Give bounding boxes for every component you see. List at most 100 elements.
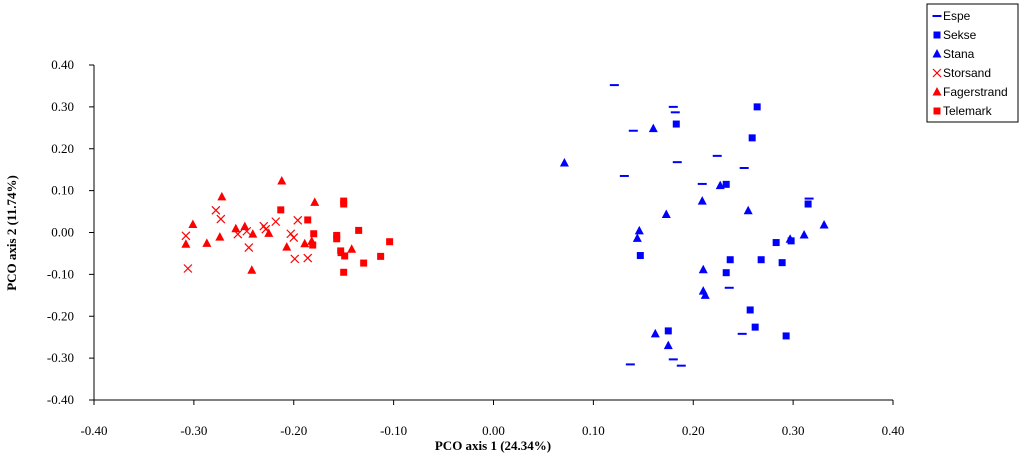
data-point-stana	[661, 209, 671, 218]
data-point-sekse	[722, 180, 730, 188]
x-tick-label: -0.20	[280, 423, 307, 438]
data-point-sekse	[751, 323, 759, 331]
legend-box	[926, 3, 1019, 123]
data-point-sekse	[722, 269, 730, 277]
x-tick-label: 0.10	[582, 423, 605, 438]
data-point-fagerstrand	[300, 238, 310, 248]
data-point-sekse	[772, 239, 780, 247]
data-point-storsand	[289, 233, 299, 242]
data-point-stana	[648, 123, 658, 133]
data-point-storsand	[293, 215, 303, 225]
data-point-fagerstrand	[202, 238, 212, 247]
legend: Espe Sekse Stana Storsand Fagerstrand Telemar…	[926, 3, 1019, 123]
data-point-stana	[700, 290, 710, 299]
data-point-storsand	[244, 243, 254, 252]
data-point-stana	[559, 157, 569, 167]
data-point-telemark	[341, 252, 349, 260]
data-point-fagerstrand	[310, 197, 320, 206]
legend-label-storsand: Storsand	[943, 66, 991, 80]
data-point-fagerstrand	[181, 239, 191, 248]
legend-marker-fagerstrand	[932, 87, 942, 96]
data-points	[181, 84, 829, 367]
data-point-stana	[697, 196, 707, 205]
data-point-sekse	[782, 332, 790, 340]
data-point-storsand	[216, 214, 226, 224]
data-point-stana	[632, 233, 642, 242]
series-fagerstrand	[181, 175, 357, 274]
y-tick-label: 0.10	[51, 183, 74, 198]
data-point-fagerstrand	[240, 221, 250, 231]
data-point-stana	[819, 219, 829, 229]
x-tick-label: 0.30	[782, 423, 805, 438]
x-tick-label: 0.20	[682, 423, 705, 438]
x-tick-label: -0.40	[80, 423, 107, 438]
data-point-fagerstrand	[188, 219, 198, 229]
tick-group: -0.40 -0.30 -0.20 -0.10 0.00 0.10 0.20 0.30 0.40…	[47, 57, 904, 438]
legend-label-sekse: Sekse	[943, 28, 977, 42]
data-point-stana	[785, 234, 795, 243]
data-point-telemark	[310, 230, 318, 238]
x-tick-label: 0.00	[482, 423, 505, 438]
data-point-sekse	[778, 259, 786, 267]
data-point-telemark	[337, 247, 345, 255]
series-sekse	[636, 103, 812, 340]
y-tick-label: 0.40	[51, 57, 74, 72]
x-axis-title: PCO axis 1 (24.34%)	[435, 438, 551, 453]
data-point-stana	[715, 180, 725, 190]
y-tick-label: -0.40	[47, 392, 74, 407]
series-stana	[559, 123, 829, 350]
data-point-storsand	[183, 264, 193, 273]
legend-label-telemark: Telemark	[943, 104, 993, 118]
series-telemark	[277, 197, 394, 276]
legend-marker-storsand	[932, 68, 942, 78]
legend-label-espe: Espe	[943, 9, 971, 23]
data-point-storsand	[181, 231, 191, 241]
y-axis-title: PCO axis 2 (11.74%)	[4, 175, 19, 291]
x-tick-label: 0.40	[882, 423, 905, 438]
data-point-fagerstrand	[248, 229, 258, 238]
data-point-telemark	[340, 200, 348, 208]
data-point-stana	[799, 230, 809, 239]
legend-label-fagerstrand: Fagerstrand	[943, 85, 1008, 99]
data-point-sekse	[757, 256, 765, 264]
data-point-stana	[650, 328, 660, 338]
y-tick-label: 0.30	[51, 99, 74, 114]
data-point-storsand	[211, 205, 221, 215]
y-tick-label: 0.20	[51, 141, 74, 156]
legend-label-stana: Stana	[943, 47, 975, 61]
data-point-sekse	[748, 134, 756, 142]
legend-marker-telemark	[933, 107, 941, 115]
legend-marker-stana	[932, 49, 942, 58]
legend-marker-sekse	[933, 31, 941, 39]
data-point-sekse	[753, 103, 761, 111]
data-point-fagerstrand	[282, 242, 292, 251]
data-point-fagerstrand	[347, 244, 357, 253]
y-tick-label: -0.20	[47, 308, 74, 323]
data-point-fagerstrand	[231, 223, 241, 233]
x-tick-label: -0.30	[180, 423, 207, 438]
data-point-fagerstrand	[277, 175, 287, 185]
y-tick-label: -0.10	[47, 266, 74, 281]
series-storsand	[181, 205, 313, 273]
data-point-telemark	[340, 268, 348, 276]
data-point-telemark	[309, 241, 317, 249]
data-point-telemark	[355, 226, 363, 234]
data-point-storsand	[303, 253, 313, 263]
data-point-sekse	[664, 327, 672, 335]
data-point-stana	[743, 205, 753, 215]
data-point-sekse	[672, 120, 680, 128]
data-point-fagerstrand	[247, 265, 257, 274]
data-point-telemark	[333, 235, 341, 243]
data-point-telemark	[386, 238, 394, 246]
data-point-fagerstrand	[264, 228, 274, 237]
data-point-sekse	[726, 256, 734, 264]
y-tick-label: 0.00	[51, 225, 74, 240]
data-point-sekse	[804, 200, 812, 208]
data-point-telemark	[304, 216, 312, 224]
data-point-storsand	[271, 217, 281, 227]
data-point-telemark	[377, 252, 385, 260]
data-point-fagerstrand	[217, 191, 227, 201]
data-point-telemark	[277, 206, 285, 214]
y-tick-label: -0.30	[47, 350, 74, 365]
